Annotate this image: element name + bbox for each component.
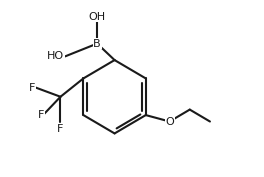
Text: B: B <box>93 39 101 48</box>
Text: O: O <box>165 116 174 127</box>
Text: F: F <box>29 83 36 93</box>
Text: F: F <box>37 110 44 120</box>
Text: HO: HO <box>47 51 64 61</box>
Text: OH: OH <box>89 12 106 22</box>
Text: F: F <box>57 124 64 134</box>
